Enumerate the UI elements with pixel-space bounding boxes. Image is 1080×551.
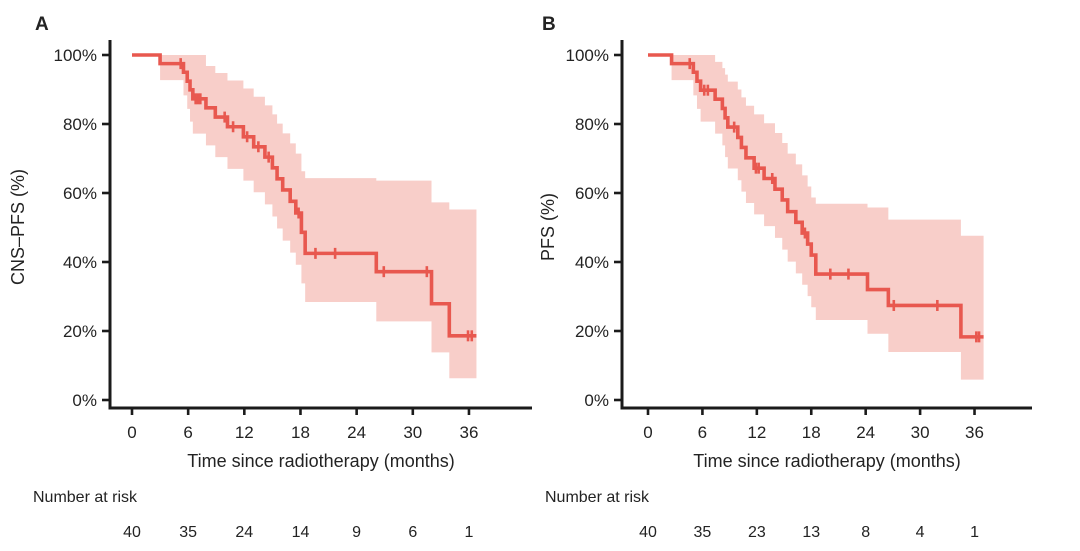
y-axis-title: CNS–PFS (%) bbox=[8, 169, 28, 285]
km-panel-cns-pfs: 0% 20% 40% 60% 80% 100% 0 6 12 18 24 30 36 Time since… bbox=[8, 14, 532, 541]
number-at-risk-value: 1 bbox=[970, 524, 979, 541]
number-at-risk-value: 23 bbox=[748, 524, 766, 541]
confidence-band bbox=[648, 55, 984, 380]
number-at-risk-value: 24 bbox=[235, 524, 253, 541]
y-tick-label: 80% bbox=[63, 115, 97, 134]
number-at-risk-row: 40 35 24 14 9 6 1 bbox=[123, 524, 473, 541]
x-tick-label: 0 bbox=[643, 423, 652, 442]
km-chart-cns-pfs: 0% 20% 40% 60% 80% 100% 0 6 12 18 24 30 36 Time since… bbox=[8, 14, 532, 541]
number-at-risk-value: 4 bbox=[916, 524, 925, 541]
y-tick-label: 100% bbox=[54, 46, 97, 65]
number-at-risk-value: 9 bbox=[352, 524, 361, 541]
y-tick-label: 40% bbox=[63, 253, 97, 272]
censor-marks bbox=[688, 58, 981, 343]
number-at-risk-value: 6 bbox=[408, 524, 417, 541]
censor-marks bbox=[179, 58, 474, 342]
y-axis-title: PFS (%) bbox=[540, 193, 558, 261]
y-tick-label: 60% bbox=[575, 184, 609, 203]
number-at-risk-value: 35 bbox=[694, 524, 712, 541]
number-at-risk-row: 40 35 23 13 8 4 1 bbox=[639, 524, 979, 541]
y-tick-label: 60% bbox=[63, 184, 97, 203]
y-tick-label: 0% bbox=[72, 391, 97, 410]
y-tick-label: 20% bbox=[575, 322, 609, 341]
axes bbox=[614, 40, 1032, 415]
x-tick-label: 0 bbox=[127, 423, 136, 442]
number-at-risk-value: 40 bbox=[123, 524, 141, 541]
x-tick-label: 12 bbox=[235, 423, 254, 442]
confidence-band bbox=[132, 55, 477, 379]
x-axis-title: Time since radiotherapy (months) bbox=[693, 451, 960, 471]
survival-curve bbox=[132, 53, 477, 338]
x-tick-label: 18 bbox=[802, 423, 821, 442]
number-at-risk-value: 35 bbox=[179, 524, 197, 541]
x-axis-title: Time since radiotherapy (months) bbox=[187, 451, 454, 471]
number-at-risk-value: 8 bbox=[861, 524, 870, 541]
number-at-risk-value: 13 bbox=[802, 524, 820, 541]
x-tick-label: 12 bbox=[747, 423, 766, 442]
km-panel-pfs: 0% 20% 40% 60% 80% 100% 0 6 12 18 24 30 36 Time since… bbox=[538, 0, 1080, 551]
y-tick-label: 40% bbox=[575, 253, 609, 272]
number-at-risk-value: 14 bbox=[292, 524, 310, 541]
panel-letter: A bbox=[35, 14, 49, 35]
x-tick-label: 6 bbox=[183, 423, 192, 442]
number-at-risk-value: 40 bbox=[639, 524, 657, 541]
number-at-risk-header: Number at risk bbox=[33, 489, 138, 506]
x-tick-label: 18 bbox=[291, 423, 310, 442]
axes bbox=[102, 40, 532, 415]
x-tick-label: 30 bbox=[911, 423, 930, 442]
number-at-risk-header: Number at risk bbox=[545, 489, 650, 506]
panel-letter: B bbox=[542, 14, 556, 35]
x-tick-label: 24 bbox=[347, 423, 366, 442]
x-tick-label: 36 bbox=[459, 423, 478, 442]
x-tick-label: 6 bbox=[698, 423, 707, 442]
x-tick-label: 30 bbox=[403, 423, 422, 442]
number-at-risk-value: 1 bbox=[465, 524, 474, 541]
x-tick-label: 36 bbox=[965, 423, 984, 442]
x-tick-label: 24 bbox=[856, 423, 875, 442]
y-tick-label: 20% bbox=[63, 322, 97, 341]
y-tick-label: 80% bbox=[575, 115, 609, 134]
y-tick-label: 100% bbox=[566, 46, 609, 65]
y-tick-label: 0% bbox=[584, 391, 609, 410]
